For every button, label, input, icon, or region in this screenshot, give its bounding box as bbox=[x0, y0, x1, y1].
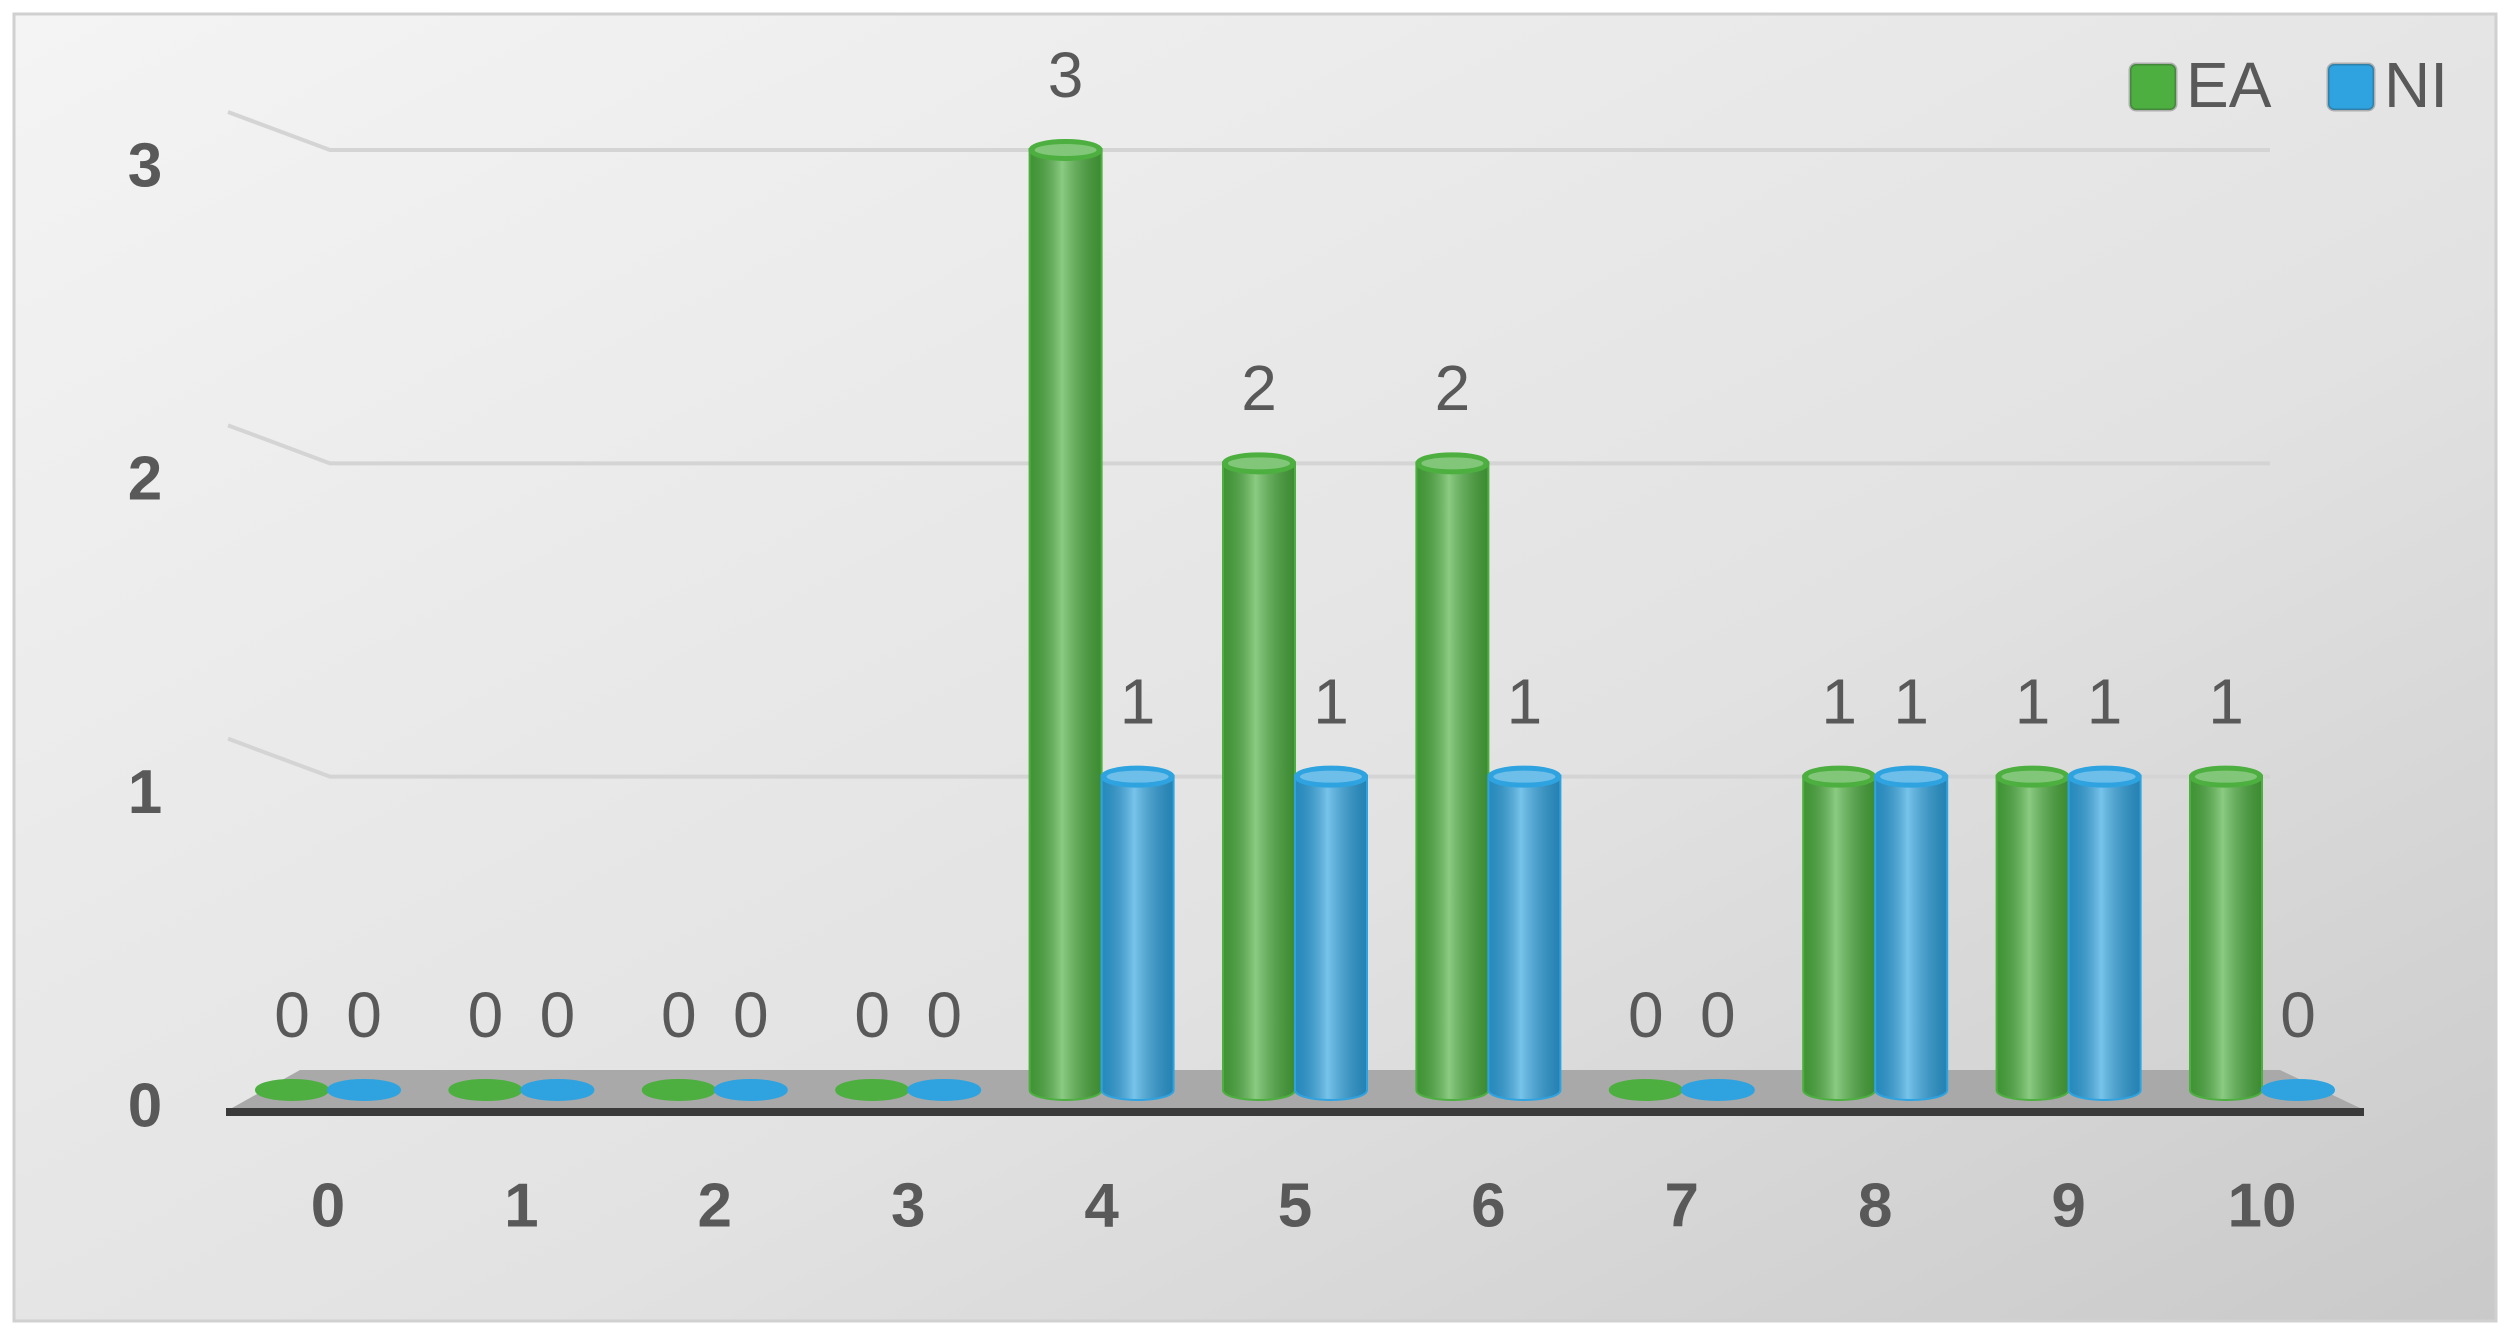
bar-cap bbox=[1222, 452, 1296, 475]
bar-cap bbox=[1487, 765, 1562, 788]
x-tick-label: 5 bbox=[1278, 1171, 1312, 1240]
bar-cap-shine bbox=[1106, 770, 1169, 783]
x-tick-label: 0 bbox=[311, 1171, 345, 1240]
bar-flat bbox=[641, 1079, 716, 1101]
bar-shine bbox=[1224, 463, 1294, 1099]
bar-cap-shine bbox=[1880, 770, 1943, 783]
bar-cap-shine bbox=[1228, 457, 1290, 470]
bar-cap-shine bbox=[1421, 457, 1484, 470]
bar-flat bbox=[2261, 1079, 2335, 1101]
bar-cap-shine bbox=[2001, 770, 2064, 783]
legend-label: EA bbox=[2186, 49, 2272, 121]
x-tick-label: 1 bbox=[504, 1171, 538, 1240]
y-tick-label: 1 bbox=[128, 758, 162, 827]
x-tick-label: 8 bbox=[1858, 1171, 1892, 1240]
data-label: 0 bbox=[661, 979, 697, 1051]
bar-cap bbox=[2067, 765, 2142, 788]
bar-cap-shine bbox=[2073, 770, 2136, 783]
data-label: 2 bbox=[1241, 352, 1277, 424]
data-label: 3 bbox=[1048, 39, 1084, 111]
bar-shine bbox=[1030, 150, 1101, 1099]
bar-shine bbox=[1417, 463, 1488, 1099]
data-label: 1 bbox=[1507, 666, 1543, 738]
bar-flat bbox=[907, 1079, 982, 1101]
bar-shine bbox=[1489, 776, 1560, 1099]
data-label: 0 bbox=[1700, 979, 1736, 1051]
grid-line bbox=[227, 110, 2270, 152]
data-label: 1 bbox=[1313, 666, 1349, 738]
data-label: 1 bbox=[1893, 666, 1929, 738]
bar-shine bbox=[1296, 776, 1366, 1099]
x-tick-label: 2 bbox=[698, 1171, 732, 1240]
legend-label: NI bbox=[2384, 49, 2448, 121]
data-label: 2 bbox=[1435, 352, 1471, 424]
data-label: 0 bbox=[2280, 979, 2316, 1051]
bar-shine bbox=[1102, 776, 1173, 1099]
data-label: 0 bbox=[1628, 979, 1664, 1051]
bar-flat bbox=[255, 1079, 329, 1101]
x-tick-label: 10 bbox=[2228, 1171, 2297, 1240]
bar-flat bbox=[835, 1079, 910, 1101]
x-tick-label: 4 bbox=[1084, 1171, 1119, 1240]
data-label: 1 bbox=[1821, 666, 1857, 738]
bar-cap-shine bbox=[2195, 770, 2257, 783]
bar-flat bbox=[1608, 1079, 1683, 1101]
bar-flat bbox=[1680, 1079, 1755, 1101]
data-label: 0 bbox=[733, 979, 769, 1051]
data-label: 1 bbox=[1120, 666, 1156, 738]
x-tick-label: 6 bbox=[1471, 1171, 1505, 1240]
bar-shine bbox=[1997, 776, 2068, 1099]
x-tick-label: 9 bbox=[2051, 1171, 2085, 1240]
bar-cap-shine bbox=[1493, 770, 1556, 783]
bar-cap bbox=[1415, 452, 1490, 475]
bar-cap-shine bbox=[1300, 770, 1362, 783]
y-tick-label: 3 bbox=[128, 131, 162, 200]
bar-shine bbox=[1876, 776, 1947, 1099]
data-label: 0 bbox=[540, 979, 576, 1051]
bar-cap-shine bbox=[1808, 770, 1871, 783]
bar-cap bbox=[1100, 765, 1175, 788]
bar-shine bbox=[1804, 776, 1875, 1099]
data-label: 0 bbox=[346, 979, 382, 1051]
bar-flat bbox=[327, 1079, 401, 1101]
y-tick-label: 0 bbox=[128, 1071, 162, 1140]
bar-cap bbox=[2189, 765, 2263, 788]
legend-swatch bbox=[2128, 62, 2178, 112]
x-tick-label: 3 bbox=[891, 1171, 925, 1240]
x-tick-label: 7 bbox=[1665, 1171, 1699, 1240]
y-tick-label: 2 bbox=[128, 445, 162, 514]
legend-swatch bbox=[2326, 62, 2376, 112]
grid-line bbox=[227, 423, 2270, 466]
bar-flat bbox=[448, 1079, 523, 1101]
grid-line bbox=[227, 736, 2270, 779]
data-label: 0 bbox=[854, 979, 890, 1051]
data-label: 1 bbox=[2015, 666, 2051, 738]
bar-cap bbox=[1294, 765, 1368, 788]
bar-shine bbox=[2069, 776, 2140, 1099]
bar-flat bbox=[713, 1079, 788, 1101]
data-label: 0 bbox=[926, 979, 962, 1051]
bar-flat bbox=[520, 1079, 595, 1101]
data-label: 1 bbox=[2087, 666, 2123, 738]
bar-cap bbox=[1874, 765, 1949, 788]
data-label: 1 bbox=[2208, 666, 2244, 738]
bar-shine bbox=[2191, 776, 2261, 1099]
bar-cap-shine bbox=[1034, 144, 1097, 156]
bar-cap bbox=[1028, 139, 1103, 161]
data-label: 0 bbox=[468, 979, 504, 1051]
data-label: 0 bbox=[274, 979, 310, 1051]
